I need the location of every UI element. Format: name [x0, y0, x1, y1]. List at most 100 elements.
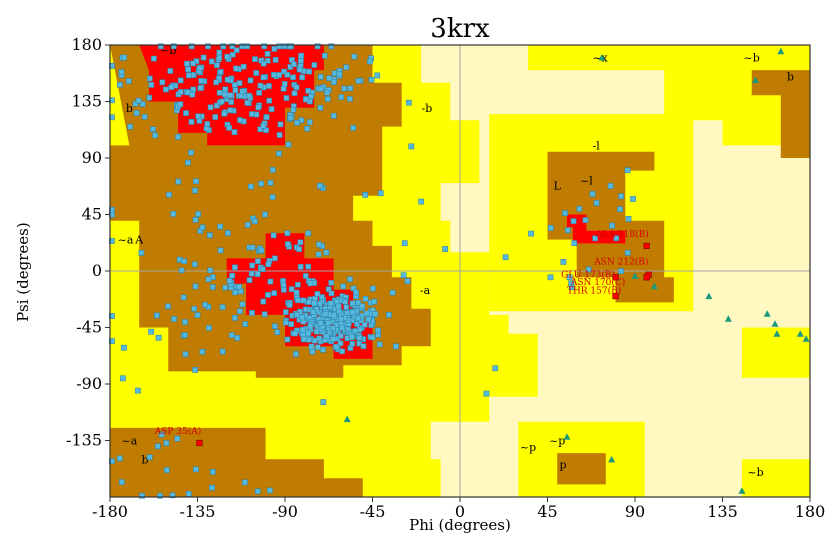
region-label: ~a	[118, 234, 134, 247]
residue-point	[609, 222, 615, 229]
residue-point	[311, 300, 318, 307]
residue-point	[253, 70, 260, 76]
residue-point	[237, 117, 243, 123]
residue-point	[367, 58, 373, 65]
residue-point	[317, 104, 324, 111]
residue-point	[331, 312, 338, 319]
residue-point	[209, 284, 216, 290]
outlier-label: ASN 212(B)	[593, 257, 648, 268]
residue-point	[322, 311, 329, 317]
residue-point	[138, 250, 145, 256]
residue-point	[257, 82, 264, 89]
residue-point	[109, 338, 115, 344]
residue-point	[209, 484, 215, 491]
residue-point	[258, 247, 265, 254]
residue-point	[306, 299, 312, 305]
residue-point	[271, 290, 277, 296]
residue-point	[146, 454, 153, 461]
residue-point	[282, 309, 289, 315]
region-labels: b-b~bA~a-aL-l~l~pp~p~bb~b~ab~x	[118, 44, 794, 479]
residue-point	[154, 312, 160, 319]
y-tick-label: 180	[71, 35, 102, 54]
residue-point	[393, 343, 399, 350]
residue-point	[324, 96, 331, 102]
residue-point	[286, 302, 293, 308]
residue-point	[259, 266, 266, 273]
residue-point	[233, 65, 239, 72]
residue-point	[300, 297, 307, 304]
residue-point	[309, 348, 316, 355]
residue-point	[401, 240, 408, 246]
residue-point	[352, 328, 359, 334]
residue-point	[249, 244, 256, 251]
residue-point	[109, 458, 115, 464]
residue-point	[207, 232, 213, 239]
residue-point	[246, 277, 253, 283]
x-tick-label: 180	[795, 502, 826, 521]
residue-point	[328, 279, 335, 286]
residue-point	[324, 89, 330, 96]
residue-point	[585, 266, 592, 273]
residue-point	[290, 106, 297, 113]
residue-point	[389, 289, 396, 296]
residue-point	[282, 319, 289, 326]
residue-point	[330, 112, 337, 119]
residue-point	[336, 71, 343, 78]
residue-point	[196, 118, 203, 124]
residue-point	[239, 301, 246, 308]
residue-point	[325, 320, 332, 326]
x-tick-label: -90	[272, 502, 298, 521]
residue-point	[254, 488, 261, 495]
glycine-points	[343, 47, 810, 494]
residue-point	[316, 241, 322, 248]
residue-point	[280, 85, 287, 92]
allowed-region-top	[528, 45, 694, 71]
residue-point	[372, 311, 379, 317]
residue-point	[232, 87, 239, 94]
residue-point	[148, 82, 155, 88]
residue-point	[191, 261, 198, 268]
residue-point	[258, 180, 265, 187]
residue-point	[362, 192, 369, 198]
residue-point	[562, 210, 568, 216]
glycine-point	[777, 47, 785, 55]
residue-point	[109, 313, 115, 319]
residue-point	[226, 125, 232, 131]
residue-point	[117, 81, 123, 88]
residue-point	[109, 238, 115, 244]
residue-point	[305, 88, 312, 94]
residue-point	[218, 98, 225, 105]
glycine-point	[771, 320, 779, 327]
residue-point	[548, 225, 554, 231]
residue-point	[370, 285, 376, 292]
residue-point	[216, 54, 223, 61]
residue-point	[141, 113, 148, 120]
residue-point	[264, 57, 271, 64]
residue-points	[109, 43, 636, 499]
x-tick-label: -180	[92, 502, 128, 521]
residue-point	[157, 43, 164, 50]
residue-point	[305, 263, 312, 270]
residue-point	[589, 191, 596, 197]
x-axis: -180 -135 -90 -45 0 45 90 135 180	[92, 497, 825, 521]
residue-point	[582, 217, 589, 223]
residue-point	[133, 110, 140, 116]
glycine-point	[802, 335, 810, 342]
glycine-point	[724, 315, 732, 322]
residue-point	[249, 310, 255, 316]
residue-point	[272, 255, 278, 262]
residue-point	[299, 326, 306, 333]
residue-point	[206, 325, 212, 331]
residue-point	[182, 319, 188, 325]
glycine-point	[563, 433, 571, 440]
residue-point	[350, 125, 357, 131]
residue-point	[199, 348, 206, 355]
residue-point	[298, 52, 304, 59]
residue-point	[327, 300, 334, 307]
residue-point	[196, 64, 203, 71]
residue-point	[295, 297, 301, 304]
residue-point	[155, 334, 162, 341]
residue-point	[330, 336, 337, 342]
residue-point	[284, 230, 291, 237]
residue-point	[167, 68, 174, 74]
